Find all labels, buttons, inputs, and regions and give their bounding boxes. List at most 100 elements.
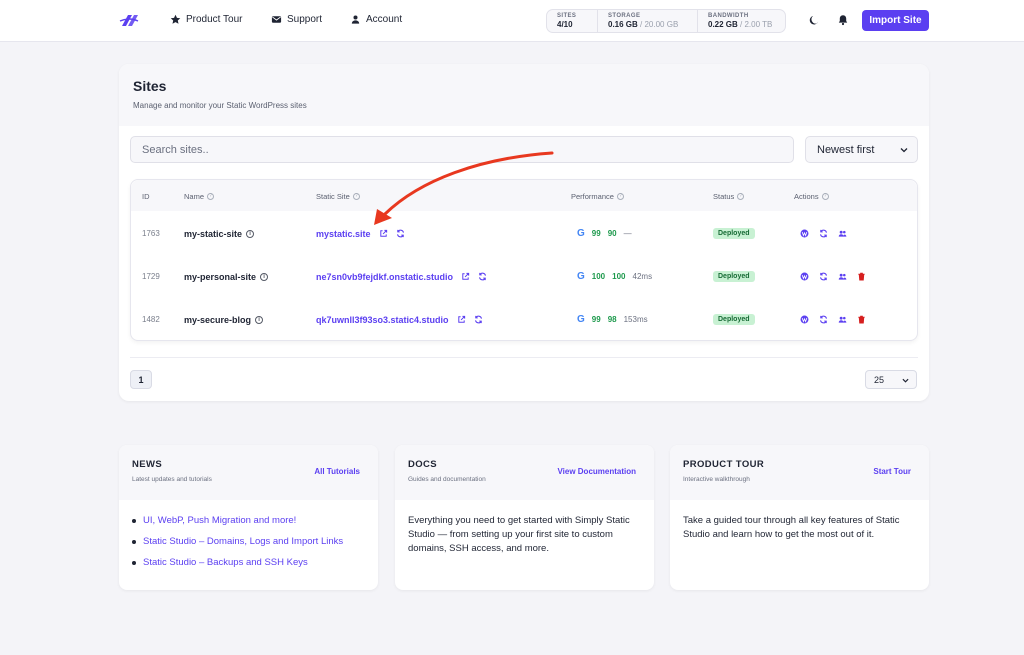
help-icon[interactable]: ? [737, 193, 745, 200]
static-site-cell: ne7sn0vb9fejdkf.onstatic.studio [316, 255, 487, 298]
sync-icon[interactable] [819, 315, 828, 324]
usage-stats: SITES 4/10 STORAGE 0.16 GB / 20.00 GB BA… [546, 9, 786, 33]
static-site-link[interactable]: ne7sn0vb9fejdkf.onstatic.studio [316, 271, 454, 282]
chevron-down-icon [902, 378, 909, 383]
site-name: my-secure-blog [184, 314, 252, 325]
status-badge: Deployed [713, 271, 755, 282]
news-title: NEWS [132, 459, 163, 470]
sort-select[interactable]: Newest first [805, 136, 918, 163]
info-icon[interactable]: i [246, 229, 255, 238]
view-documentation-link[interactable]: View Documentation [557, 467, 636, 476]
per-page-select[interactable]: 25 [865, 370, 917, 389]
news-item[interactable]: Static Studio – Domains, Logs and Import… [132, 536, 343, 547]
site-name-cell: my-secure-blog i [184, 298, 264, 341]
status-badge: Deployed [713, 314, 755, 325]
wordpress-icon[interactable] [800, 229, 809, 238]
top-bar: Product Tour Support Account SITES 4/10 … [0, 0, 1024, 42]
score-desktop: 90 [607, 229, 617, 238]
stat-bandwidth-total: / 2.00 TB [740, 20, 773, 29]
table-row: 1729 my-personal-site i ne7sn0vb9fejdkf.o… [131, 255, 917, 298]
static-site-link[interactable]: qk7uwnll3f93so3.static4.studio [316, 314, 449, 325]
score-desktop: 98 [607, 315, 617, 324]
trash-icon[interactable] [857, 272, 866, 281]
actions-cell [800, 255, 866, 298]
page-button[interactable]: 1 [130, 370, 152, 389]
sync-icon[interactable] [474, 315, 483, 324]
static-site-cell: mystatic.site [316, 212, 405, 255]
response-time: 42ms [632, 272, 653, 281]
nav-support[interactable]: Support [271, 14, 322, 25]
external-link-icon[interactable] [461, 272, 470, 281]
product-tour-body: Take a guided tour through all key featu… [683, 515, 900, 540]
users-icon[interactable] [838, 315, 847, 324]
news-list: UI, WebP, Push Migration and more! Stati… [132, 515, 343, 578]
news-item[interactable]: UI, WebP, Push Migration and more! [132, 515, 343, 526]
docs-card: DOCS Guides and documentation View Docum… [395, 445, 654, 590]
stat-bandwidth-label: BANDWIDTH [708, 13, 749, 19]
users-icon[interactable] [838, 272, 847, 281]
external-link-icon[interactable] [379, 229, 388, 238]
news-item[interactable]: Static Studio – Backups and SSH Keys [132, 557, 343, 568]
star-icon [170, 14, 181, 24]
info-icon[interactable]: i [260, 272, 269, 281]
page-title: Sites [133, 78, 167, 94]
col-id: ID [142, 192, 150, 201]
score-mobile: 99 [591, 229, 601, 238]
col-status-label: Status [713, 192, 735, 201]
search-input[interactable]: Search sites.. [130, 136, 794, 163]
user-icon [351, 15, 360, 24]
import-site-button[interactable]: Import Site [862, 10, 929, 31]
sites-table: ID Name? Static Site? Performance? Statu… [130, 179, 918, 341]
col-actions: Actions? [794, 192, 829, 201]
info-icon[interactable]: i [255, 315, 264, 324]
table-header: ID Name? Static Site? Performance? Statu… [131, 180, 917, 211]
site-name-cell: my-static-site i [184, 212, 255, 255]
product-tour-card-header [670, 445, 929, 500]
docs-title: DOCS [408, 459, 438, 470]
sort-select-value: Newest first [817, 144, 875, 156]
stat-storage: STORAGE 0.16 GB / 20.00 GB [597, 10, 697, 32]
trash-icon[interactable] [857, 315, 866, 324]
stat-storage-total: / 20.00 GB [640, 20, 679, 29]
actions-cell [800, 212, 847, 255]
logo-icon[interactable] [119, 12, 139, 29]
per-page-value: 25 [874, 375, 885, 385]
help-icon[interactable]: ? [616, 193, 624, 200]
sync-icon[interactable] [819, 229, 828, 238]
performance-cell: G 100 100 42ms [577, 255, 652, 298]
table-row: 1482 my-secure-blog i qk7uwnll3f93so3.sta… [131, 298, 917, 341]
external-link-icon[interactable] [457, 315, 466, 324]
static-site-link[interactable]: mystatic.site [316, 228, 371, 239]
help-icon[interactable]: ? [821, 193, 829, 200]
google-icon: G [577, 228, 585, 239]
all-tutorials-link[interactable]: All Tutorials [314, 467, 360, 476]
stat-bandwidth-used: 0.22 GB [708, 20, 738, 29]
sites-card: Sites Manage and monitor your Static Wor… [119, 64, 929, 401]
moon-icon[interactable] [808, 14, 820, 26]
nav-product-tour-label: Product Tour [186, 14, 243, 25]
status-cell: Deployed [713, 212, 755, 255]
help-icon[interactable]: ? [207, 193, 215, 200]
sync-icon[interactable] [819, 272, 828, 281]
bell-icon[interactable] [837, 14, 849, 26]
nav-account[interactable]: Account [350, 14, 402, 25]
response-time: 153ms [623, 315, 648, 324]
sync-icon[interactable] [478, 272, 487, 281]
start-tour-link[interactable]: Start Tour [873, 467, 911, 476]
wordpress-icon[interactable] [800, 272, 809, 281]
response-time: — [623, 229, 632, 238]
nav-product-tour[interactable]: Product Tour [170, 14, 243, 25]
help-icon[interactable]: ? [352, 193, 360, 200]
sync-icon[interactable] [396, 229, 405, 238]
site-name: my-static-site [184, 228, 243, 239]
stat-sites: SITES 4/10 [547, 10, 597, 32]
wordpress-icon[interactable] [800, 315, 809, 324]
col-static-site-label: Static Site [316, 192, 350, 201]
users-icon[interactable] [838, 229, 847, 238]
stat-sites-value: 4/10 [557, 20, 573, 29]
nav-support-label: Support [287, 14, 323, 25]
stat-sites-label: SITES [557, 13, 577, 19]
chevron-down-icon [900, 148, 908, 153]
col-name-label: Name [184, 192, 205, 201]
google-icon: G [577, 314, 585, 325]
